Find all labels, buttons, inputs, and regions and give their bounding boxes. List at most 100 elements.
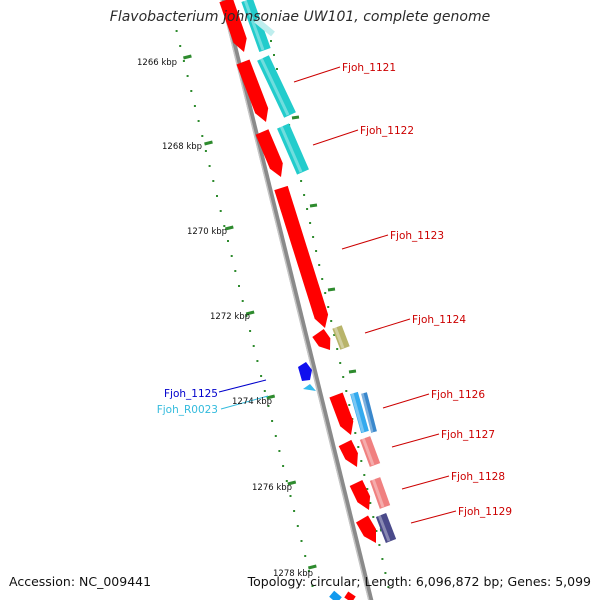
- scale-label: 1278 kbp: [273, 569, 313, 579]
- scale-dot: [249, 330, 252, 332]
- track-dot: [330, 320, 333, 322]
- gene-arrow[interactable]: [349, 480, 371, 510]
- track-dot: [372, 516, 375, 518]
- scale-label: 1270 kbp: [187, 227, 227, 237]
- gene-label-fjoh-1124[interactable]: Fjoh_1124: [412, 314, 466, 326]
- scale-dot: [293, 510, 296, 512]
- track-dot: [303, 194, 306, 196]
- scale-dot: [219, 210, 222, 212]
- scale-label: 1266 kbp: [137, 58, 177, 68]
- gene-arrow[interactable]: [356, 515, 376, 544]
- major-tick: [266, 394, 276, 400]
- cog-band-highlight: [243, 0, 265, 51]
- track-dot: [324, 292, 327, 294]
- track-dot: [327, 306, 330, 308]
- gene-fjoh-1125[interactable]: [298, 362, 312, 381]
- track-dot: [273, 54, 275, 56]
- gene-label-fjoh-1126[interactable]: Fjoh_1126: [431, 389, 485, 401]
- accession-text: Accession: NC_009441: [9, 574, 152, 589]
- track-tick: [348, 369, 357, 374]
- track-dot: [339, 362, 342, 364]
- backbone-line: [220, 0, 374, 600]
- scale-dot: [201, 135, 204, 137]
- gene-arrow[interactable]: [329, 392, 354, 436]
- track-dot: [369, 502, 372, 504]
- major-tick: [287, 480, 297, 486]
- trna-fjoh-r0023[interactable]: [303, 384, 316, 391]
- scale-dot: [274, 435, 277, 437]
- gene-labels[interactable]: Fjoh_1121 Fjoh_1122 Fjoh_1123 Fjoh_1124 Fjoh…: [157, 62, 512, 518]
- scale-dot: [208, 165, 211, 167]
- scale-dot: [304, 555, 307, 557]
- track-dot: [276, 68, 278, 70]
- scale-labels: 1266 kbp 1268 kbp 1270 kbp 1272 kbp 1274 kbp…: [137, 58, 313, 579]
- track-dot: [318, 264, 321, 266]
- cog-band: [332, 325, 350, 350]
- leader-line: [401, 475, 450, 490]
- scale-dot: [252, 345, 255, 347]
- gene-arrow[interactable]: [274, 185, 329, 328]
- gene-label-fjoh-r0023[interactable]: Fjoh_R0023: [157, 404, 218, 416]
- leader-line: [312, 129, 359, 146]
- major-tick: [204, 140, 213, 146]
- track-tick: [327, 287, 336, 292]
- scale-dot: [182, 60, 185, 62]
- scale-dot: [278, 450, 281, 452]
- genome-title: Flavobacterium johnsoniae UW101, complet…: [109, 9, 491, 25]
- track-dot: [333, 334, 336, 336]
- cog-band: [277, 123, 309, 175]
- cog-band: [361, 392, 377, 433]
- gene-label-fjoh-1129[interactable]: Fjoh_1129: [458, 506, 512, 518]
- leader-line: [410, 510, 457, 524]
- gene-label-fjoh-1121[interactable]: Fjoh_1121: [342, 62, 396, 74]
- scale-dot: [175, 30, 178, 32]
- scale-dot: [282, 465, 285, 467]
- scale-label: 1268 kbp: [162, 142, 202, 152]
- leader-line: [293, 66, 341, 83]
- scale-dot: [263, 390, 266, 392]
- gene-label-fjoh-1122[interactable]: Fjoh_1122: [360, 125, 414, 137]
- gene-label-fjoh-1123[interactable]: Fjoh_1123: [390, 230, 444, 242]
- cog-band: [359, 436, 381, 467]
- track-dot: [366, 488, 369, 490]
- cog-band: [375, 513, 397, 543]
- gene-label-fjoh-1127[interactable]: Fjoh_1127: [441, 429, 495, 441]
- gene-arrow[interactable]: [219, 0, 247, 52]
- scale-dot: [193, 105, 196, 107]
- cog-band: [350, 391, 369, 434]
- scale-dot: [190, 90, 193, 92]
- label-leader-lines: [218, 66, 457, 524]
- cog-band-highlight: [279, 125, 303, 173]
- track-tick: [291, 115, 300, 120]
- gene-arrow[interactable]: [338, 439, 358, 467]
- gene-arrow[interactable]: [312, 329, 331, 350]
- scale-dot: [260, 375, 263, 377]
- backbone-highlight: [220, 0, 370, 600]
- cog-band-top: [254, 17, 275, 37]
- scale-dot: [271, 420, 274, 422]
- gene-label-fjoh-1125[interactable]: Fjoh_1125: [164, 388, 218, 400]
- track-dot: [378, 544, 381, 546]
- leader-line: [382, 393, 430, 409]
- scale-label: 1276 kbp: [252, 483, 292, 493]
- topology-text: Topology: circular; Length: 6,096,872 bp…: [247, 574, 591, 589]
- gene-features[interactable]: [219, 0, 376, 600]
- track-dot: [375, 530, 378, 532]
- major-tick: [245, 310, 255, 316]
- gene-partial-bottom-blue: [329, 590, 342, 600]
- track-tick: [309, 203, 318, 208]
- scale-dot: [227, 240, 229, 242]
- track-dot: [336, 348, 339, 350]
- scale-dot: [241, 300, 244, 302]
- scale-dot: [216, 195, 218, 197]
- scale-dot: [238, 285, 240, 287]
- chromosome-backbone: [220, 0, 374, 600]
- track-dot: [312, 236, 315, 238]
- leader-line: [364, 318, 411, 334]
- gene-arrow[interactable]: [236, 59, 269, 123]
- track-dot: [348, 404, 351, 406]
- gene-label-fjoh-1128[interactable]: Fjoh_1128: [451, 471, 505, 483]
- gene-arrow[interactable]: [255, 129, 283, 177]
- cog-band-highlight: [371, 478, 385, 508]
